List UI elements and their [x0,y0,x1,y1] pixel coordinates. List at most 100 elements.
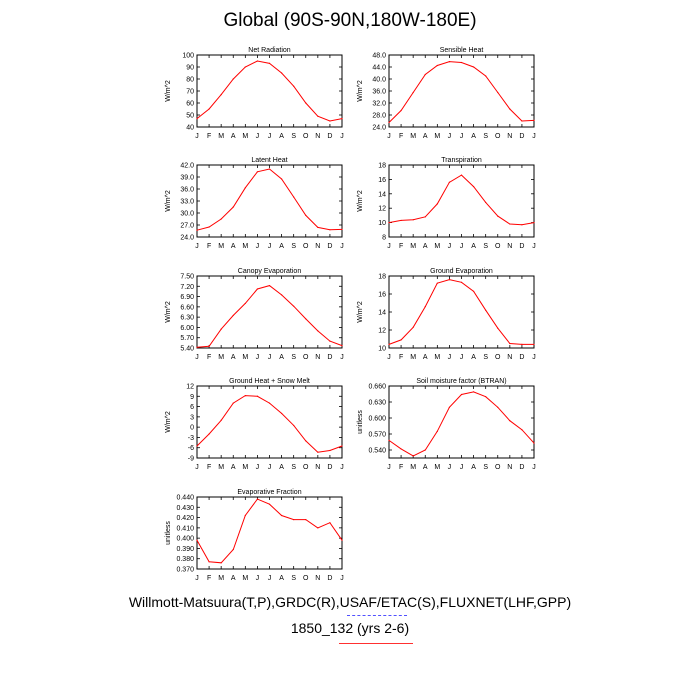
data-point [220,94,222,96]
plot-frame [196,275,343,349]
x-tick-label: D [327,575,332,582]
data-point [424,73,426,76]
data-point [448,406,451,408]
data-point [208,108,210,110]
data-point [400,219,402,222]
y-tick-label: 0.390 [176,546,194,553]
x-tick-label: S [291,354,296,361]
x-tick-label: J [268,464,272,471]
plot-frame [196,385,343,459]
x-tick-label: O [303,575,309,582]
y-tick-label: 7.20 [180,284,194,291]
y-axis-label: W/m^2 [165,190,172,212]
x-tick-label: A [471,464,476,471]
x-tick-label: M [242,243,248,250]
y-tick-label: 32.0 [372,101,386,108]
x-tick-label: N [315,243,320,250]
data-point [497,406,499,408]
chart-title: Transpiration [441,157,482,164]
x-tick-label: F [207,133,211,140]
x-tick-label: A [231,575,236,582]
data-point [533,119,535,121]
x-tick-label: O [495,243,501,250]
chart-soil-moisture-factor-btran: Soil moisture factor (BTRAN) 0.540 0.570 0.… [357,378,536,471]
y-tick-label: 0.410 [176,525,194,532]
y-tick-label: 0.660 [368,384,386,391]
data-point [329,120,331,122]
data-point [280,294,283,296]
data-point [305,318,307,320]
y-axis-label: W/m^2 [165,411,172,433]
x-tick-label: S [291,575,296,582]
data-point [268,402,271,404]
chart-title: Ground Heat + Snow Melt [229,378,310,385]
data-point [317,527,319,529]
chart-sensible-heat: Sensible Heat 24.0 28.0 32.0 36.0 40.0 44.0 48.… [357,47,536,140]
y-tick-label: 0.370 [176,567,194,574]
data-point [400,339,402,341]
x-tick-label: M [242,575,248,582]
x-tick-label: J [340,354,344,361]
data-point [436,203,438,205]
x-tick-label: F [399,464,403,471]
data-point [533,343,535,345]
x-tick-label: J [532,464,536,471]
chart-title: Canopy Evaporation [238,268,302,275]
data-point [232,402,234,404]
x-tick-label: J [195,133,199,140]
data-point [196,539,198,541]
data-point [196,346,198,348]
data-point [280,514,283,517]
y-tick-label: 0 [190,425,194,432]
y-axis-label: unitless [165,521,172,545]
data-point [280,178,283,180]
data-point [268,503,271,505]
x-tick-label: J [340,133,344,140]
series-line [196,60,343,122]
chart-evaporative-fraction: Evaporative Fraction 0.370 0.380 0.390 0.400… [165,489,344,582]
y-tick-label: 0.400 [176,536,194,543]
y-tick-label: 0.570 [368,432,386,439]
x-tick-label: S [291,243,296,250]
x-tick-label: F [207,464,211,471]
data-point [388,121,390,124]
data-point [329,449,331,452]
y-axis-label: unitless [357,410,364,434]
y-tick-label: 0.540 [368,448,386,455]
y-tick-label: 6 [190,404,194,411]
data-point [317,115,319,117]
x-tick-label: N [507,354,512,361]
x-tick-label: M [242,354,248,361]
y-tick-label: 14 [378,310,386,317]
y-tick-label: 48.0 [372,53,386,60]
x-tick-label: J [387,464,391,471]
x-tick-label: F [207,243,211,250]
x-tick-label: J [460,354,464,361]
x-tick-label: M [434,354,440,361]
data-point [436,430,438,432]
x-tick-label: J [532,354,536,361]
data-point [485,396,487,398]
x-tick-label: J [532,243,536,250]
x-tick-label: N [315,464,320,471]
data-point [280,412,283,415]
x-tick-label: J [195,354,199,361]
data-point [521,343,523,345]
data-point [232,548,234,551]
data-point [521,224,523,226]
x-tick-label: J [532,133,536,140]
x-tick-label: F [399,243,403,250]
x-tick-label: J [268,133,272,140]
data-point [256,395,259,397]
x-tick-label: F [207,354,211,361]
y-tick-label: 90 [186,65,194,72]
plot-frame [196,54,343,128]
data-point [341,445,343,447]
x-tick-label: D [327,243,332,250]
x-tick-label: M [434,133,440,140]
x-tick-label: M [218,464,224,471]
data-point [509,342,511,345]
